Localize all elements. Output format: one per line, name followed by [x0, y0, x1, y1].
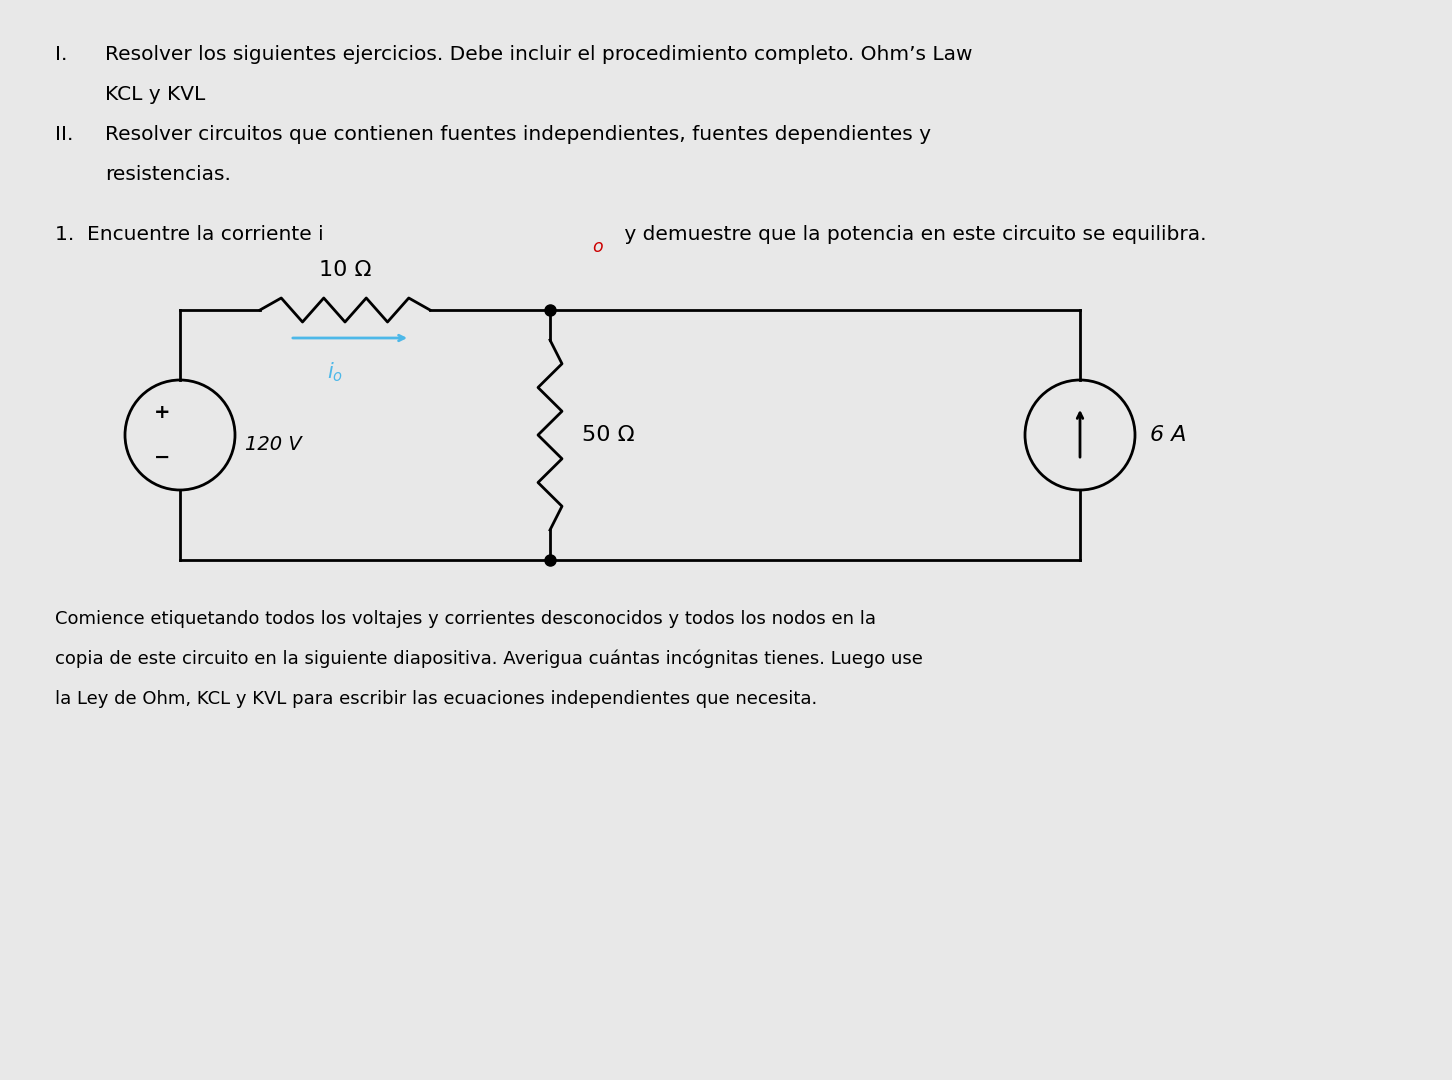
Text: I.: I.: [55, 45, 67, 64]
Text: KCL y KVL: KCL y KVL: [105, 85, 205, 104]
Text: 1.  Encuentre la corriente i: 1. Encuentre la corriente i: [55, 225, 324, 244]
Text: Comience etiquetando todos los voltajes y corrientes desconocidos y todos los no: Comience etiquetando todos los voltajes …: [55, 610, 876, 627]
Text: copia de este circuito en la siguiente diapositiva. Averigua cuántas incógnitas : copia de este circuito en la siguiente d…: [55, 650, 923, 669]
Text: $i_o$: $i_o$: [327, 360, 343, 383]
Text: 10 Ω: 10 Ω: [319, 260, 372, 280]
Text: Resolver los siguientes ejercicios. Debe incluir el procedimiento completo. Ohm’: Resolver los siguientes ejercicios. Debe…: [105, 45, 973, 64]
Text: resistencias.: resistencias.: [105, 165, 231, 184]
Text: o: o: [592, 238, 603, 256]
Text: y demuestre que la potencia en este circuito se equilibra.: y demuestre que la potencia en este circ…: [619, 225, 1207, 244]
Text: Resolver circuitos que contienen fuentes independientes, fuentes dependientes y: Resolver circuitos que contienen fuentes…: [105, 125, 931, 144]
Text: 50 Ω: 50 Ω: [582, 426, 635, 445]
Text: 120 V: 120 V: [245, 435, 302, 455]
Text: +: +: [154, 404, 170, 422]
Text: II.: II.: [55, 125, 74, 144]
Text: −: −: [154, 447, 170, 467]
Text: 6 A: 6 A: [1150, 426, 1186, 445]
Text: la Ley de Ohm, KCL y KVL para escribir las ecuaciones independientes que necesit: la Ley de Ohm, KCL y KVL para escribir l…: [55, 690, 817, 708]
